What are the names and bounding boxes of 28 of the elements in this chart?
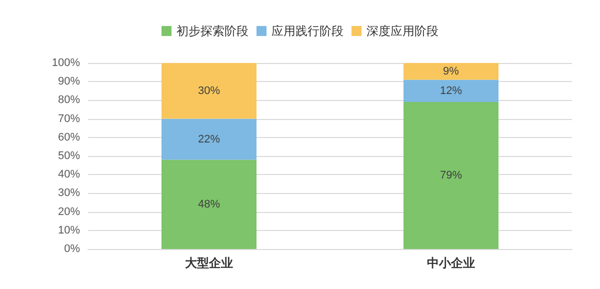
y-tick-label: 80%: [58, 94, 80, 106]
legend-label: 应用践行阶段: [272, 24, 344, 38]
legend-label: 初步探索阶段: [176, 24, 248, 38]
x-tick-label: 中小企业: [427, 256, 475, 270]
y-tick-label: 30%: [58, 187, 80, 200]
bar: [404, 102, 498, 249]
data-label: 22%: [198, 133, 220, 146]
legend-label: 深度应用阶段: [366, 24, 438, 38]
y-tick-label: 20%: [58, 206, 80, 218]
y-tick-label: 100%: [52, 57, 80, 69]
y-tick-label: 90%: [58, 76, 80, 88]
x-tick-label: 大型企业: [185, 256, 233, 270]
data-label: 48%: [198, 198, 220, 210]
data-label: 30%: [198, 84, 220, 97]
y-tick-label: 0%: [64, 243, 80, 255]
bar: [162, 118, 256, 160]
y-tick-label: 70%: [58, 112, 80, 125]
bar: [162, 63, 256, 119]
data-label: 12%: [440, 84, 462, 97]
y-tick-label: 10%: [58, 224, 80, 236]
data-label: 9%: [443, 65, 460, 78]
y-tick-label: 60%: [58, 131, 80, 144]
y-tick-label: 50%: [58, 150, 80, 162]
data-label: 79%: [440, 170, 462, 182]
bar: [404, 63, 498, 80]
bar: [162, 160, 256, 249]
bar: [404, 80, 498, 102]
y-tick-label: 40%: [58, 168, 80, 181]
